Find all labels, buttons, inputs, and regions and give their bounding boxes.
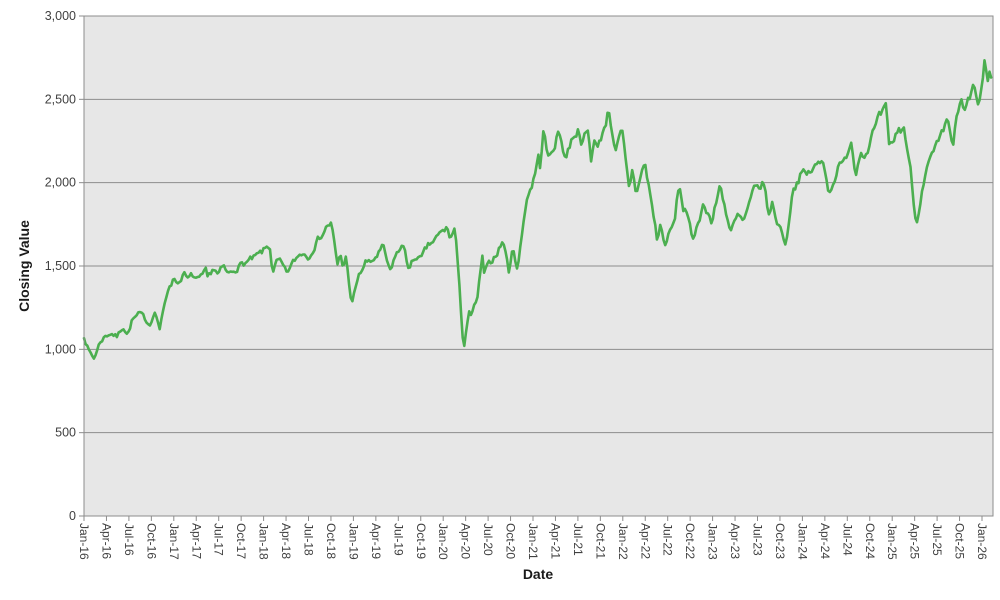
x-tick-label: Oct-23: [773, 523, 787, 559]
x-tick-label: Jul-20: [481, 523, 495, 556]
x-tick-label: Jan-17: [167, 523, 181, 560]
x-tick-label: Oct-24: [863, 523, 877, 559]
y-axis-title: Closing Value: [16, 220, 32, 312]
x-tick-label: Jan-22: [616, 523, 630, 560]
x-tick-label: Apr-19: [369, 523, 383, 559]
x-tick-label: Jan-19: [346, 523, 360, 560]
x-tick-label: Jan-25: [885, 523, 899, 560]
x-tick-label: Oct-22: [683, 523, 697, 559]
x-tick-label: Jul-25: [930, 523, 944, 556]
x-tick-label: Oct-19: [414, 523, 428, 559]
y-tick-label: 1,000: [45, 342, 76, 356]
x-tick-label: Oct-18: [324, 523, 338, 559]
x-tick-label: Jul-18: [302, 523, 316, 556]
series-line: [82, 59, 993, 360]
y-tick-label: 500: [55, 426, 76, 440]
x-tick-label: Jul-23: [751, 523, 765, 556]
x-tick-label: Jul-22: [661, 523, 675, 556]
x-tick-label: Jan-26: [975, 523, 989, 560]
x-tick-label: Apr-21: [548, 523, 562, 559]
x-tick-label: Jan-20: [436, 523, 450, 560]
y-tick-label: 3,000: [45, 9, 76, 23]
x-tick-label: Jul-19: [391, 523, 405, 556]
x-tick-label: Apr-16: [99, 523, 113, 559]
x-tick-label: Apr-23: [728, 523, 742, 559]
x-tick-label: Jan-16: [77, 523, 91, 560]
y-tick-label: 1,500: [45, 259, 76, 273]
plot-border: [83, 15, 994, 517]
x-tick-label: Oct-17: [234, 523, 248, 559]
x-tick-label: Jul-24: [840, 523, 854, 556]
x-tick-label: Apr-18: [279, 523, 293, 559]
x-tick-label: Oct-16: [144, 523, 158, 559]
x-tick-label: Oct-25: [953, 523, 967, 559]
y-tick-label: 2,500: [45, 92, 76, 106]
x-tick-label: Apr-22: [638, 523, 652, 559]
x-tick-label: Apr-25: [908, 523, 922, 559]
x-tick-label: Jan-21: [526, 523, 540, 560]
x-tick-label: Jan-24: [795, 523, 809, 560]
x-tick-label: Oct-20: [504, 523, 518, 559]
y-tick-label: 2,000: [45, 176, 76, 190]
x-tick-label: Jan-18: [257, 523, 271, 560]
x-axis-title: Date: [522, 566, 554, 582]
x-tick-label: Jul-17: [212, 523, 226, 556]
x-tick-label: Apr-20: [459, 523, 473, 559]
x-tick-label: Jul-21: [571, 523, 585, 556]
y-tick-label: 0: [69, 509, 76, 523]
x-tick-label: Oct-21: [593, 523, 607, 559]
x-tick-label: Jan-23: [706, 523, 720, 560]
x-tick-label: Apr-17: [189, 523, 203, 559]
x-tick-label: Apr-24: [818, 523, 832, 559]
x-tick-label: Jul-16: [122, 523, 136, 556]
